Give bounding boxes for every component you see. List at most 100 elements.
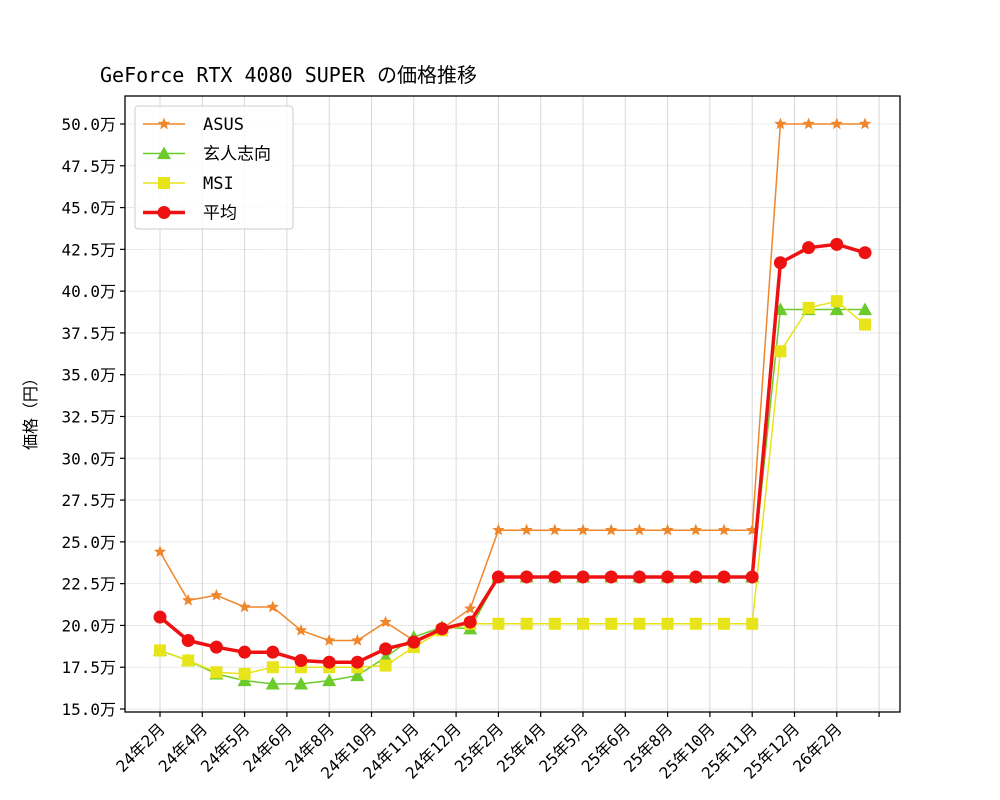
y-tick-label: 27.5万: [61, 491, 116, 510]
star-marker: [157, 117, 171, 130]
square-marker: [548, 617, 561, 630]
x-axis: 24年2月24年4月24年5月24年6月24年8月24年10月24年11月24年…: [112, 712, 880, 783]
series-circle: [153, 237, 872, 669]
y-tick-label: 20.0万: [61, 616, 116, 635]
circle-marker: [604, 570, 618, 584]
square-marker: [633, 617, 646, 630]
circle-marker: [632, 570, 646, 584]
star-marker: [520, 523, 533, 536]
circle-marker: [407, 635, 421, 649]
square-marker: [520, 617, 533, 630]
square-marker: [182, 654, 195, 667]
square-marker: [802, 301, 815, 314]
triangle-marker: [858, 302, 872, 316]
square-marker: [577, 617, 589, 630]
star-marker: [830, 117, 843, 130]
star-marker: [379, 615, 392, 628]
square-marker: [718, 617, 730, 630]
circle-marker: [717, 570, 731, 584]
circle-marker: [350, 655, 364, 669]
star-marker: [464, 602, 477, 614]
circle-marker: [689, 570, 703, 584]
y-tick-label: 17.5万: [61, 658, 116, 677]
y-axis-label: 価格（円）: [21, 370, 40, 450]
triangle-marker: [350, 668, 365, 682]
star-marker: [294, 623, 308, 636]
data-series: [153, 117, 872, 690]
y-tick-label: 40.0万: [61, 282, 116, 301]
square-marker: [746, 617, 759, 630]
square-marker: [154, 644, 166, 657]
circle-marker: [491, 570, 505, 584]
circle-marker: [463, 615, 477, 629]
y-tick-label: 32.5万: [61, 408, 116, 427]
triangle-marker: [322, 673, 337, 687]
star-marker: [153, 545, 167, 558]
plot-frame: [124, 95, 901, 713]
star-marker: [351, 633, 364, 646]
circle-marker: [830, 237, 844, 251]
circle-marker: [322, 655, 336, 669]
legend-item: ASUS: [143, 115, 244, 135]
star-marker: [774, 117, 787, 130]
legend-label: 玄人志向: [203, 145, 271, 165]
star-marker: [182, 593, 195, 606]
star-marker: [661, 523, 674, 536]
triangle-marker: [294, 676, 308, 690]
y-tick-label: 22.5万: [61, 575, 116, 594]
series-line: [158, 242, 866, 664]
legend-item: 平均: [143, 204, 237, 224]
circle-marker: [773, 256, 787, 270]
circle-marker: [576, 570, 590, 584]
star-marker: [492, 523, 505, 536]
y-tick-label: 25.0万: [61, 533, 116, 552]
circle-marker: [802, 241, 816, 255]
y-tick-label: 37.5万: [61, 324, 116, 343]
legend-box: [134, 105, 294, 230]
star-marker: [266, 600, 279, 613]
circle-marker: [548, 570, 562, 584]
star-marker: [633, 523, 646, 536]
chart-title: GeForce RTX 4080 SUPER の価格推移: [100, 63, 477, 87]
circle-marker: [209, 640, 223, 654]
legend-item: MSI: [143, 174, 234, 194]
star-marker: [576, 523, 590, 536]
series-line: [159, 123, 865, 642]
square-marker: [492, 617, 505, 630]
circle-marker: [157, 206, 171, 219]
y-tick-label: 42.5万: [61, 240, 116, 259]
triangle-marker: [265, 676, 280, 690]
series-square: [154, 295, 871, 680]
circle-marker: [181, 633, 195, 647]
legend-label: MSI: [203, 174, 234, 194]
star-marker: [858, 117, 872, 130]
square-marker: [238, 667, 251, 680]
y-axis: 15.0万 17.5万 20.0万 22.5万 25.0万 27.5万 30.0万 32.5万…: [61, 115, 125, 719]
y-tick-label: 50.0万: [61, 115, 116, 134]
square-marker: [158, 177, 170, 189]
square-marker: [266, 661, 279, 674]
circle-marker: [238, 645, 252, 659]
square-marker: [859, 318, 871, 331]
circle-marker: [858, 246, 872, 260]
triangle-marker: [157, 146, 171, 160]
circle-marker: [266, 645, 280, 659]
circle-marker: [435, 622, 449, 636]
square-marker: [379, 659, 392, 672]
star-marker: [548, 523, 561, 536]
circle-marker: [520, 570, 534, 584]
circle-marker: [153, 610, 167, 624]
star-marker: [323, 633, 336, 646]
star-marker: [802, 117, 815, 130]
legend-label: ASUS: [203, 115, 244, 135]
circle-marker: [294, 654, 308, 668]
square-marker: [210, 666, 223, 679]
star-marker: [746, 523, 759, 536]
y-tick-label: 15.0万: [61, 700, 116, 719]
star-marker: [689, 523, 702, 536]
square-marker: [830, 295, 843, 308]
square-marker: [689, 617, 702, 630]
star-marker: [210, 588, 223, 601]
